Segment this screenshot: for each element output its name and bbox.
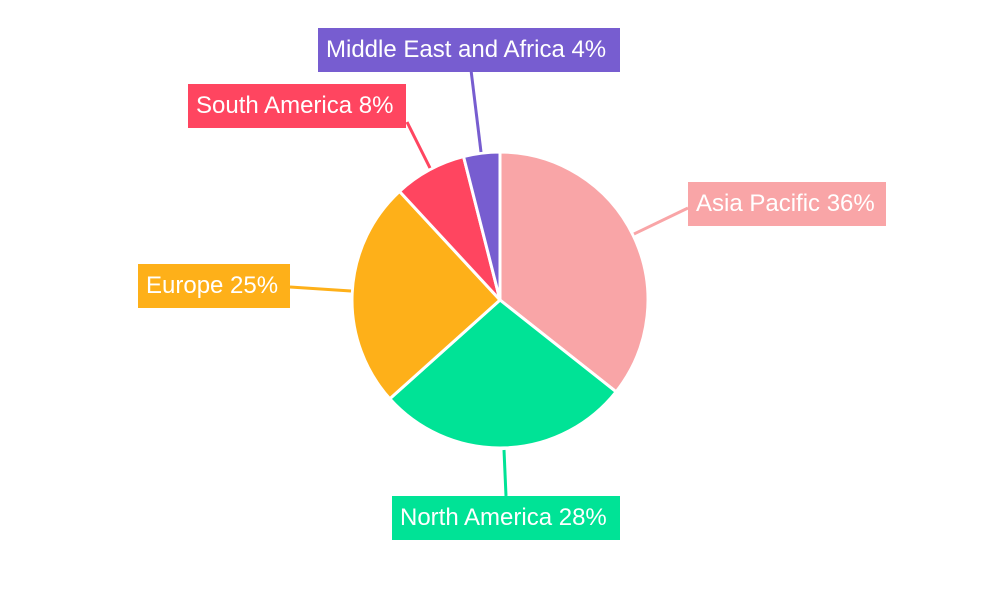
pie-slice-asia-pacific[interactable] (498, 150, 650, 394)
leader-line-north-america (502, 449, 508, 497)
data-label-europe: Europe 25% (138, 264, 290, 308)
leader-line-europe (289, 285, 352, 293)
leader-line-middle-east-and-africa (469, 69, 483, 153)
data-label-north-america: North America 28% (392, 496, 620, 540)
data-label-south-america: South America 8% (188, 84, 406, 128)
pie-slice-middle-east-and-africa[interactable] (461, 150, 502, 301)
leader-line-south-america (405, 121, 432, 169)
pie-slice-north-america[interactable] (387, 298, 619, 450)
pie-slice-europe[interactable] (350, 189, 503, 401)
data-label-middle-east-and-africa: Middle East and Africa 4% (318, 28, 620, 72)
data-label-asia-pacific: Asia Pacific 36% (688, 182, 886, 226)
leader-line-asia-pacific (633, 206, 689, 236)
